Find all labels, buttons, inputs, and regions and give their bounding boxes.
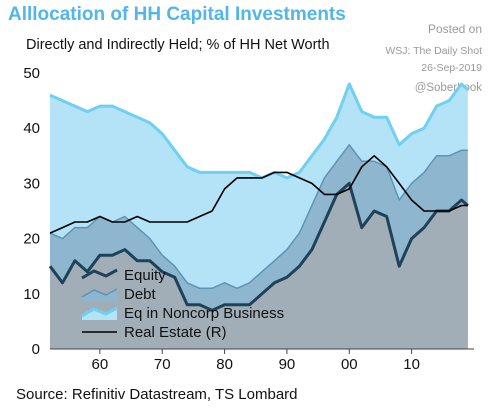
y-tick-label: 30 [23,175,40,192]
posted-on-label: Posted on [427,22,482,36]
noncorp-legend-line [81,306,118,318]
noncorp-legend-label: Eq in Noncorp Business [124,305,284,322]
series-lines [48,82,469,312]
y-tick-label: 0 [32,341,40,358]
x-tick-label: 90 [279,356,296,373]
debt-legend-line [81,288,118,298]
equity-area [50,183,468,349]
chart-subtitle: Directly and Indirectly Held; % of HH Ne… [26,37,330,53]
y-tick-label: 40 [23,120,40,137]
equity-legend-line [81,268,118,280]
real-estate-line [49,155,468,234]
area-layers [50,84,468,349]
debt-legend-label: Debt [124,286,157,303]
x-tick-label: 00 [341,356,358,373]
x-tick-label: 80 [216,356,233,373]
legend: Equity Debt Eq in Noncorp Business Real Est… [81,267,284,341]
x-tick-label: 70 [154,356,171,373]
x-tick-label: 10 [403,356,420,373]
debt-line [49,144,468,290]
x-tick-label: 60 [92,356,109,373]
y-axis-ticks: 0 10 20 30 40 50 [23,65,40,358]
equity-line [48,181,469,312]
x-axis-ticks: 60 70 80 90 00 10 [92,349,420,373]
y-tick-label: 10 [23,286,40,303]
wsj-source-label: WSJ: The Daily Shot [385,45,482,57]
chart-title: Alllocation of HH Capital Investments [8,4,346,25]
data-source-note: Source: Refinitiv Datastream, TS Lombard [16,386,298,403]
realestate-legend-label: Real Estate (R) [124,324,227,341]
y-tick-label: 50 [23,65,40,82]
y-tick-label: 20 [23,231,40,248]
equity-legend-label: Equity [124,267,166,284]
post-date-label: 26-Sep-2019 [421,62,482,74]
